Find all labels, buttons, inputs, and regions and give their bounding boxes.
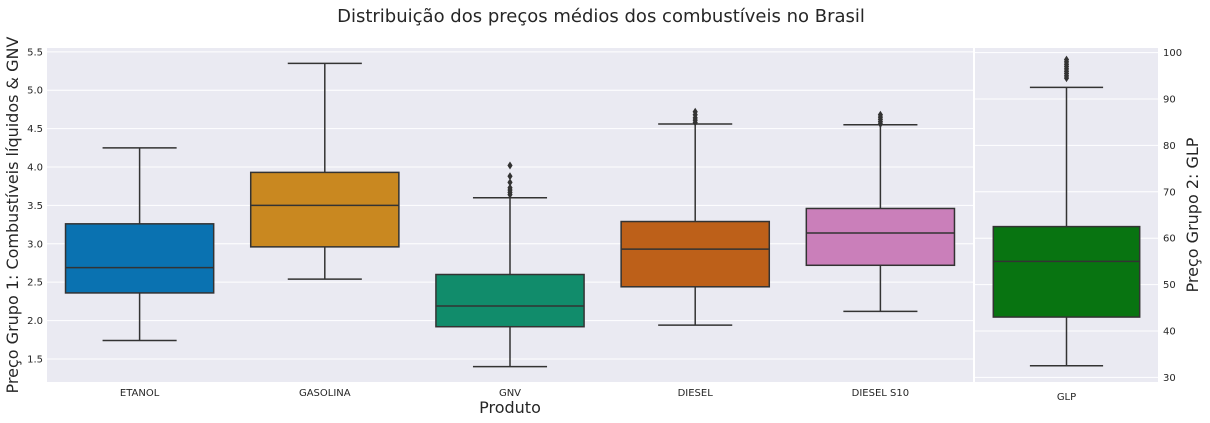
box-diesel-s10: [805, 110, 956, 313]
y-tick-label: 90: [1163, 95, 1176, 106]
outlier-point: [507, 172, 513, 181]
y-tick-label: 30: [1163, 373, 1176, 384]
x-tick-label: ETANOL: [120, 388, 160, 399]
x-tick-label: GNV: [499, 388, 521, 399]
outlier-point: [507, 161, 513, 170]
box-gasolina: [249, 62, 400, 280]
iqr-box: [249, 171, 400, 248]
outlier-point: [507, 183, 513, 192]
x-tick-label: GLP: [1057, 392, 1076, 403]
y-axis-label-right: Preço Grupo 2: GLP: [1183, 137, 1202, 292]
box-diesel: [620, 107, 771, 326]
right-panel: 30 40 50 60 70 80 90 100 GLP: [975, 48, 1182, 403]
outlier-point: [692, 107, 698, 116]
y-axis-label-left: Preço Grupo 1: Combustíveis líquidos & G…: [3, 37, 22, 394]
x-axis-label: Produto: [479, 398, 541, 417]
left-boxes: [64, 62, 956, 368]
right-boxes: [992, 55, 1141, 367]
y-tick-label: 5.5: [27, 47, 43, 58]
left-x-tick-labels: ETANOL GASOLINA GNV DIESEL DIESEL S10: [120, 388, 909, 399]
right-y-tick-labels: 30 40 50 60 70 80 90 100: [1163, 48, 1182, 384]
x-tick-label: DIESEL S10: [852, 388, 909, 399]
y-tick-label: 4.0: [27, 163, 43, 174]
y-tick-label: 40: [1163, 326, 1176, 337]
y-tick-label: 2.5: [27, 278, 43, 289]
chart-title: Distribuição dos preços médios dos combu…: [337, 6, 865, 27]
iqr-box: [64, 223, 215, 294]
iqr-box: [620, 220, 771, 288]
right-x-tick-labels: GLP: [1057, 392, 1076, 403]
iqr-box: [805, 207, 956, 267]
y-tick-label: 50: [1163, 280, 1176, 291]
y-tick-label: 60: [1163, 234, 1176, 245]
left-panel: 1.5 2.0 2.5 3.0 3.5 4.0 4.5 5.0 5.5 ETANOL GASOLI…: [27, 47, 973, 399]
x-tick-label: DIESEL: [678, 388, 714, 399]
y-tick-label: 2.0: [27, 316, 43, 327]
iqr-box: [435, 273, 585, 328]
y-tick-label: 3.5: [27, 201, 43, 212]
y-tick-label: 5.0: [27, 86, 43, 97]
outlier-point: [507, 178, 513, 187]
box-etanol: [64, 147, 215, 342]
box-glp: [992, 55, 1141, 367]
left-y-tick-labels: 1.5 2.0 2.5 3.0 3.5 4.0 4.5 5.0 5.5: [27, 47, 43, 365]
y-tick-label: 4.5: [27, 124, 43, 135]
y-tick-label: 1.5: [27, 354, 43, 365]
y-tick-label: 70: [1163, 187, 1176, 198]
y-tick-label: 100: [1163, 48, 1182, 59]
outlier-point: [1063, 55, 1070, 64]
box-gnv: [435, 161, 585, 368]
iqr-box: [992, 225, 1141, 318]
outlier-point: [877, 110, 883, 119]
y-tick-label: 80: [1163, 141, 1176, 152]
x-tick-label: GASOLINA: [299, 388, 351, 399]
y-tick-label: 3.0: [27, 239, 43, 250]
